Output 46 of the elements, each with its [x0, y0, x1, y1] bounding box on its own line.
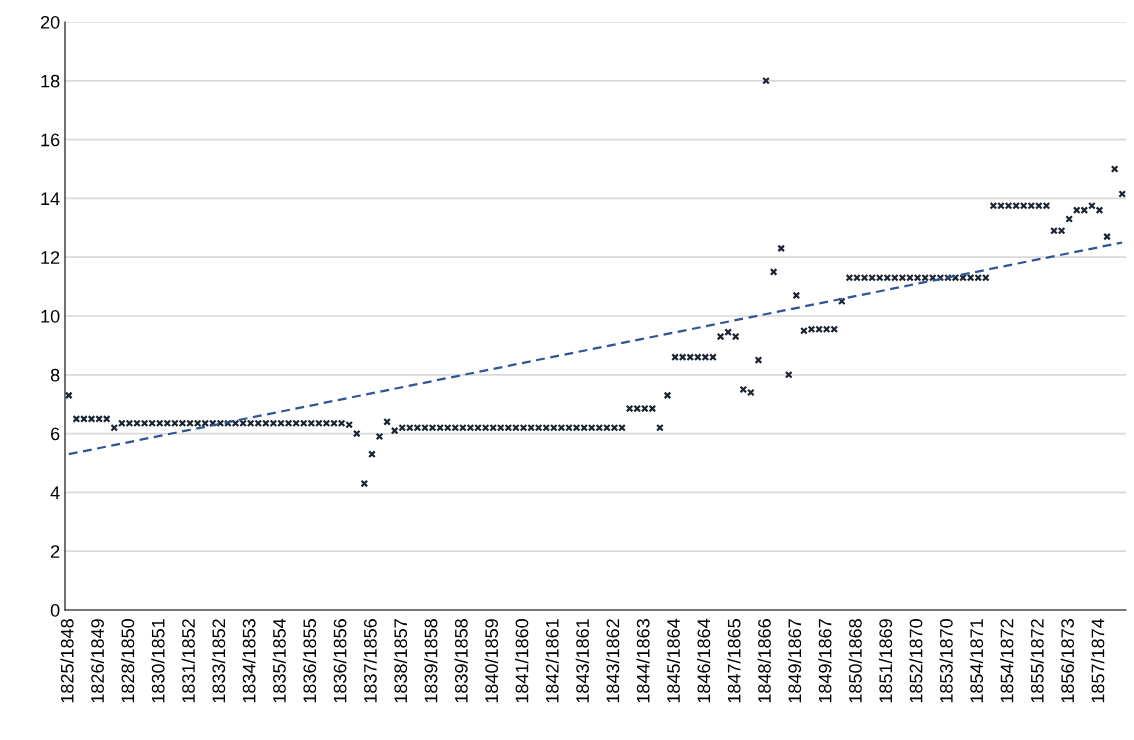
- x-tick-label: 1834/1853: [242, 619, 256, 703]
- x-tick-label: 1849/1867: [818, 619, 832, 703]
- x-tick-label: 1841/1860: [515, 619, 529, 703]
- x-tick-label: 1826/1849: [90, 619, 104, 703]
- x-tick-label: 1853/1870: [939, 619, 953, 703]
- x-tick-label: 1855/1872: [1030, 619, 1044, 703]
- x-tick-label: 1843/1861: [575, 619, 589, 703]
- y-tick-label: 0: [50, 603, 60, 617]
- x-tick-label: 1840/1859: [484, 619, 499, 703]
- x-tick-label: 1835/1854: [272, 618, 286, 703]
- x-tick-label: 1831/1852: [181, 619, 195, 703]
- x-tick-label: 1851/1869: [878, 619, 893, 703]
- x-tick-label: 1833/1852: [211, 619, 226, 703]
- x-tick-label: 1844/1863: [636, 619, 650, 703]
- y-tick-label: 2: [51, 545, 60, 558]
- y-tick-label: 20: [40, 15, 60, 29]
- y-tick-label: 6: [51, 427, 60, 441]
- y-tick-label: 18: [41, 74, 60, 88]
- x-tick-label: 1847/1865: [727, 619, 741, 703]
- x-tick-label: 1836/1855: [302, 619, 317, 703]
- x-tick-label: 1848/1866: [757, 619, 771, 703]
- x-tick-label: 1837/1856: [363, 619, 377, 703]
- x-tick-label: 1825/1848: [60, 619, 74, 703]
- x-tick-label: 1852/1870: [909, 619, 923, 703]
- y-tick-label: 14: [41, 192, 60, 205]
- x-tick-label: 1839/1858: [454, 619, 468, 703]
- x-tick-label: 1857/1874: [1091, 618, 1105, 703]
- x-tick-label: 1843/1862: [606, 619, 620, 703]
- x-tick-label: 1828/1850: [121, 619, 135, 703]
- x-tick-label: 1856/1873: [1060, 619, 1075, 703]
- x-tick-label: 1838/1857: [393, 619, 408, 703]
- y-tick-label: 4: [50, 486, 60, 499]
- x-tick-label: 1846/1864: [696, 618, 711, 703]
- x-tick-label: 1830/1851: [151, 619, 165, 703]
- x-tick-label: 1842/1861: [545, 619, 559, 703]
- x-tick-label: 1839/1858: [424, 619, 438, 703]
- y-tick-label: 16: [41, 133, 60, 147]
- x-tick-label: 1845/1864: [666, 618, 680, 703]
- x-tick-label: 1849/1867: [787, 619, 802, 703]
- x-tick-label: 1854/1871: [969, 619, 984, 703]
- y-tick-label: 8: [50, 368, 60, 382]
- x-tick-label: 1850/1868: [848, 619, 862, 703]
- x-tick-label: 1854/1872: [1000, 619, 1014, 703]
- y-tick-label: 12: [41, 251, 60, 264]
- y-tick-label: 10: [41, 309, 60, 323]
- x-tick-label: 1836/1856: [333, 619, 347, 703]
